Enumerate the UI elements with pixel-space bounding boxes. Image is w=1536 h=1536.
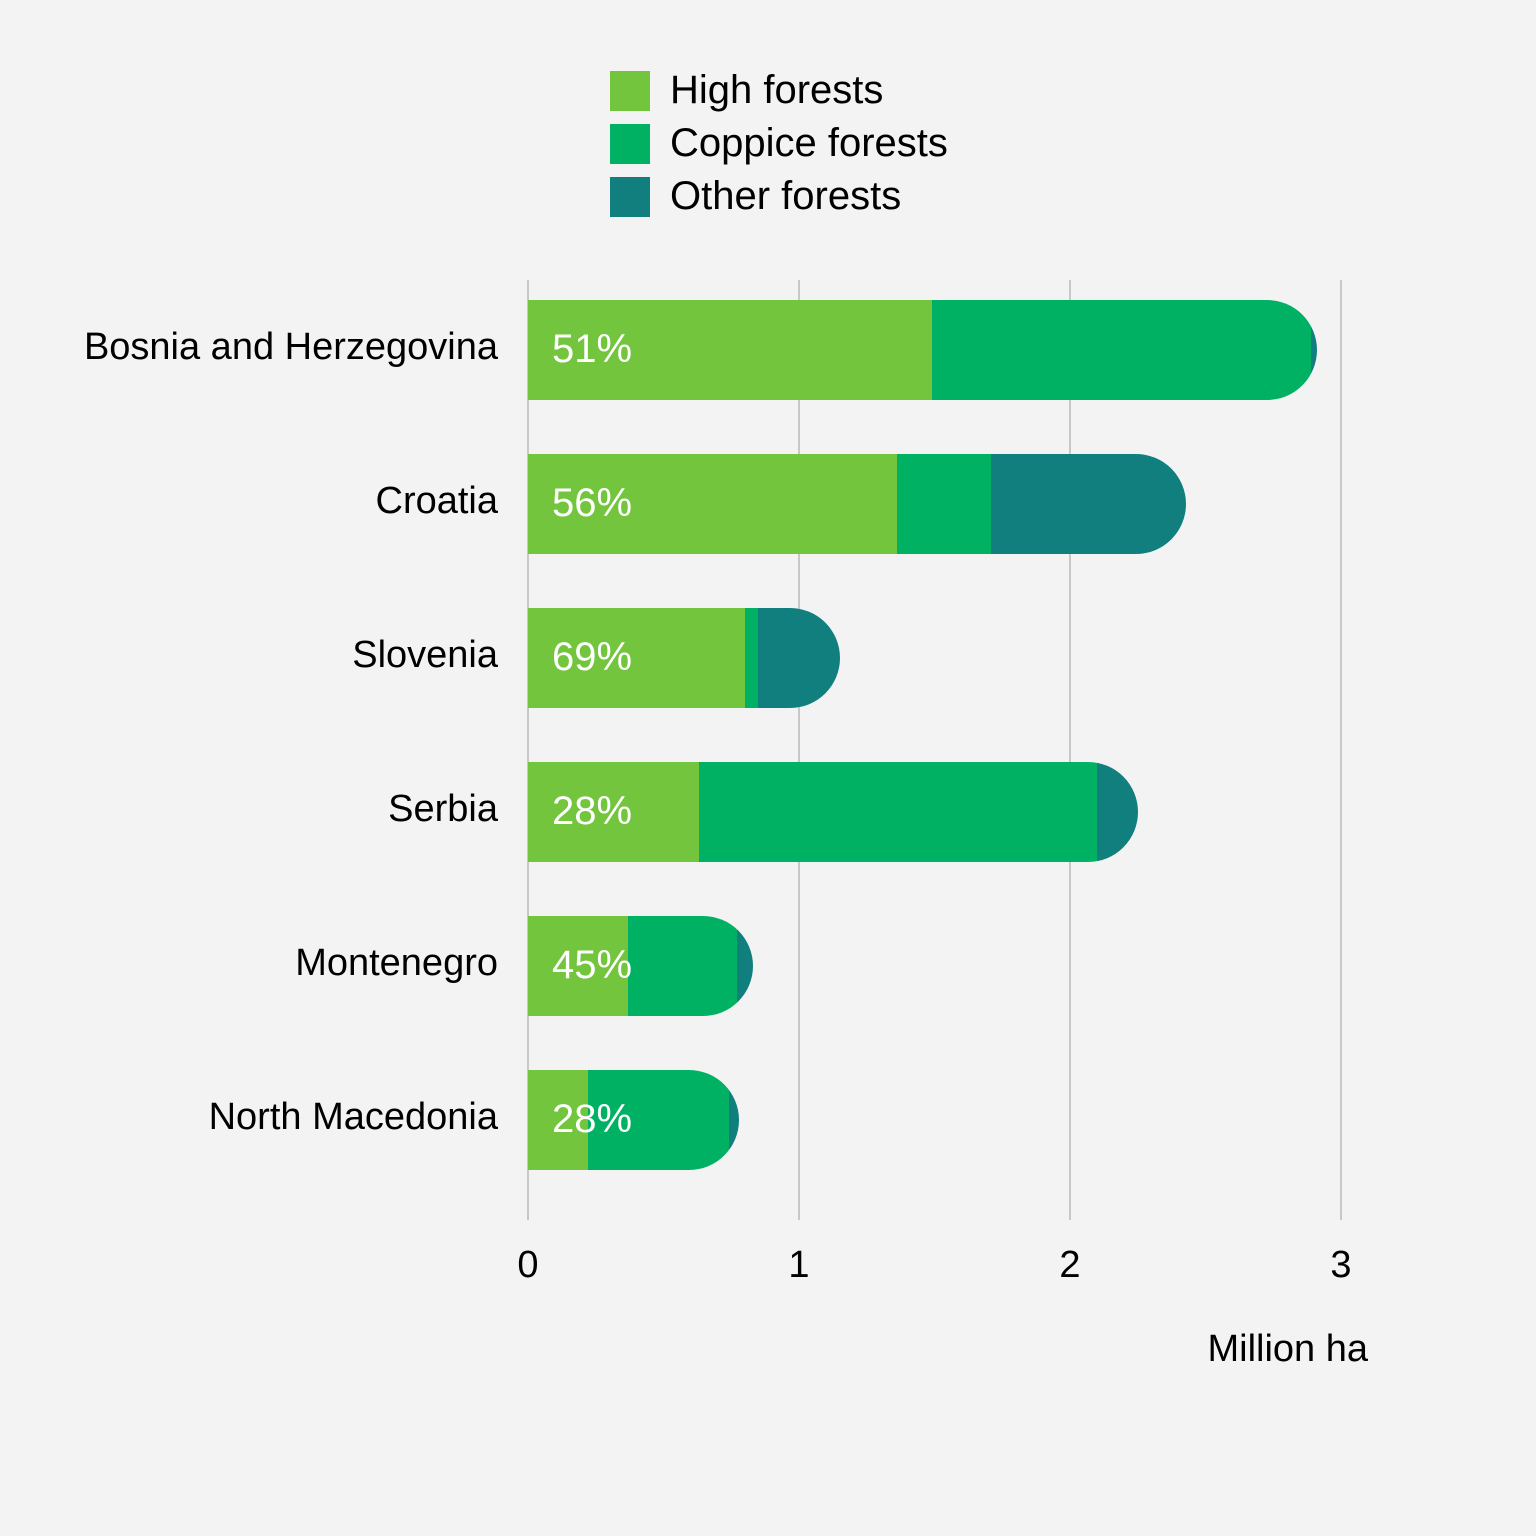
bar-segment-coppice bbox=[699, 762, 1097, 862]
category-label: Slovenia bbox=[0, 634, 498, 677]
bar: 56% bbox=[528, 454, 1186, 554]
legend: High forests Coppice forests Other forests bbox=[610, 68, 948, 227]
bar-percent-label: 28% bbox=[552, 1097, 632, 1142]
legend-swatch bbox=[610, 71, 650, 111]
bar-segment-other bbox=[729, 1070, 740, 1170]
bar-segment-other bbox=[991, 454, 1186, 554]
legend-label: High forests bbox=[670, 68, 883, 113]
bar-percent-label: 28% bbox=[552, 789, 632, 834]
bar: 28% bbox=[528, 1070, 739, 1170]
bar: 45% bbox=[528, 916, 753, 1016]
bar-percent-label: 45% bbox=[552, 943, 632, 988]
x-tick-label: 2 bbox=[1059, 1244, 1080, 1287]
bar-percent-label: 69% bbox=[552, 635, 632, 680]
bar-segment-other bbox=[737, 916, 753, 1016]
bar-segment-coppice bbox=[897, 454, 992, 554]
gridline bbox=[1069, 280, 1071, 1220]
category-label: Croatia bbox=[0, 480, 498, 523]
gridline bbox=[1340, 280, 1342, 1220]
category-label: Montenegro bbox=[0, 942, 498, 985]
category-label: Bosnia and Herzegovina bbox=[0, 326, 498, 369]
legend-swatch bbox=[610, 177, 650, 217]
bar: 51% bbox=[528, 300, 1317, 400]
x-tick-label: 1 bbox=[788, 1244, 809, 1287]
gridline bbox=[798, 280, 800, 1220]
legend-item: Coppice forests bbox=[610, 121, 948, 166]
bar-percent-label: 51% bbox=[552, 327, 632, 372]
bar-segment-other bbox=[1097, 762, 1138, 862]
plot-area: 51% 56% 69% 28% 45% 28% bbox=[528, 280, 1368, 1220]
category-label: Serbia bbox=[0, 788, 498, 831]
bar-segment-other bbox=[1311, 300, 1316, 400]
legend-label: Coppice forests bbox=[670, 121, 948, 166]
bar-percent-label: 56% bbox=[552, 481, 632, 526]
legend-item: High forests bbox=[610, 68, 948, 113]
bar: 69% bbox=[528, 608, 840, 708]
legend-label: Other forests bbox=[670, 174, 901, 219]
bar: 28% bbox=[528, 762, 1138, 862]
x-axis-title: Million ha bbox=[1108, 1328, 1368, 1371]
legend-item: Other forests bbox=[610, 174, 948, 219]
bar-segment-coppice bbox=[745, 608, 759, 708]
bar-segment-coppice bbox=[932, 300, 1311, 400]
bar-segment-other bbox=[758, 608, 839, 708]
category-label: North Macedonia bbox=[0, 1096, 498, 1139]
x-tick-label: 3 bbox=[1330, 1244, 1351, 1287]
legend-swatch bbox=[610, 124, 650, 164]
bar-segment-coppice bbox=[628, 916, 736, 1016]
x-tick-label: 0 bbox=[517, 1244, 538, 1287]
